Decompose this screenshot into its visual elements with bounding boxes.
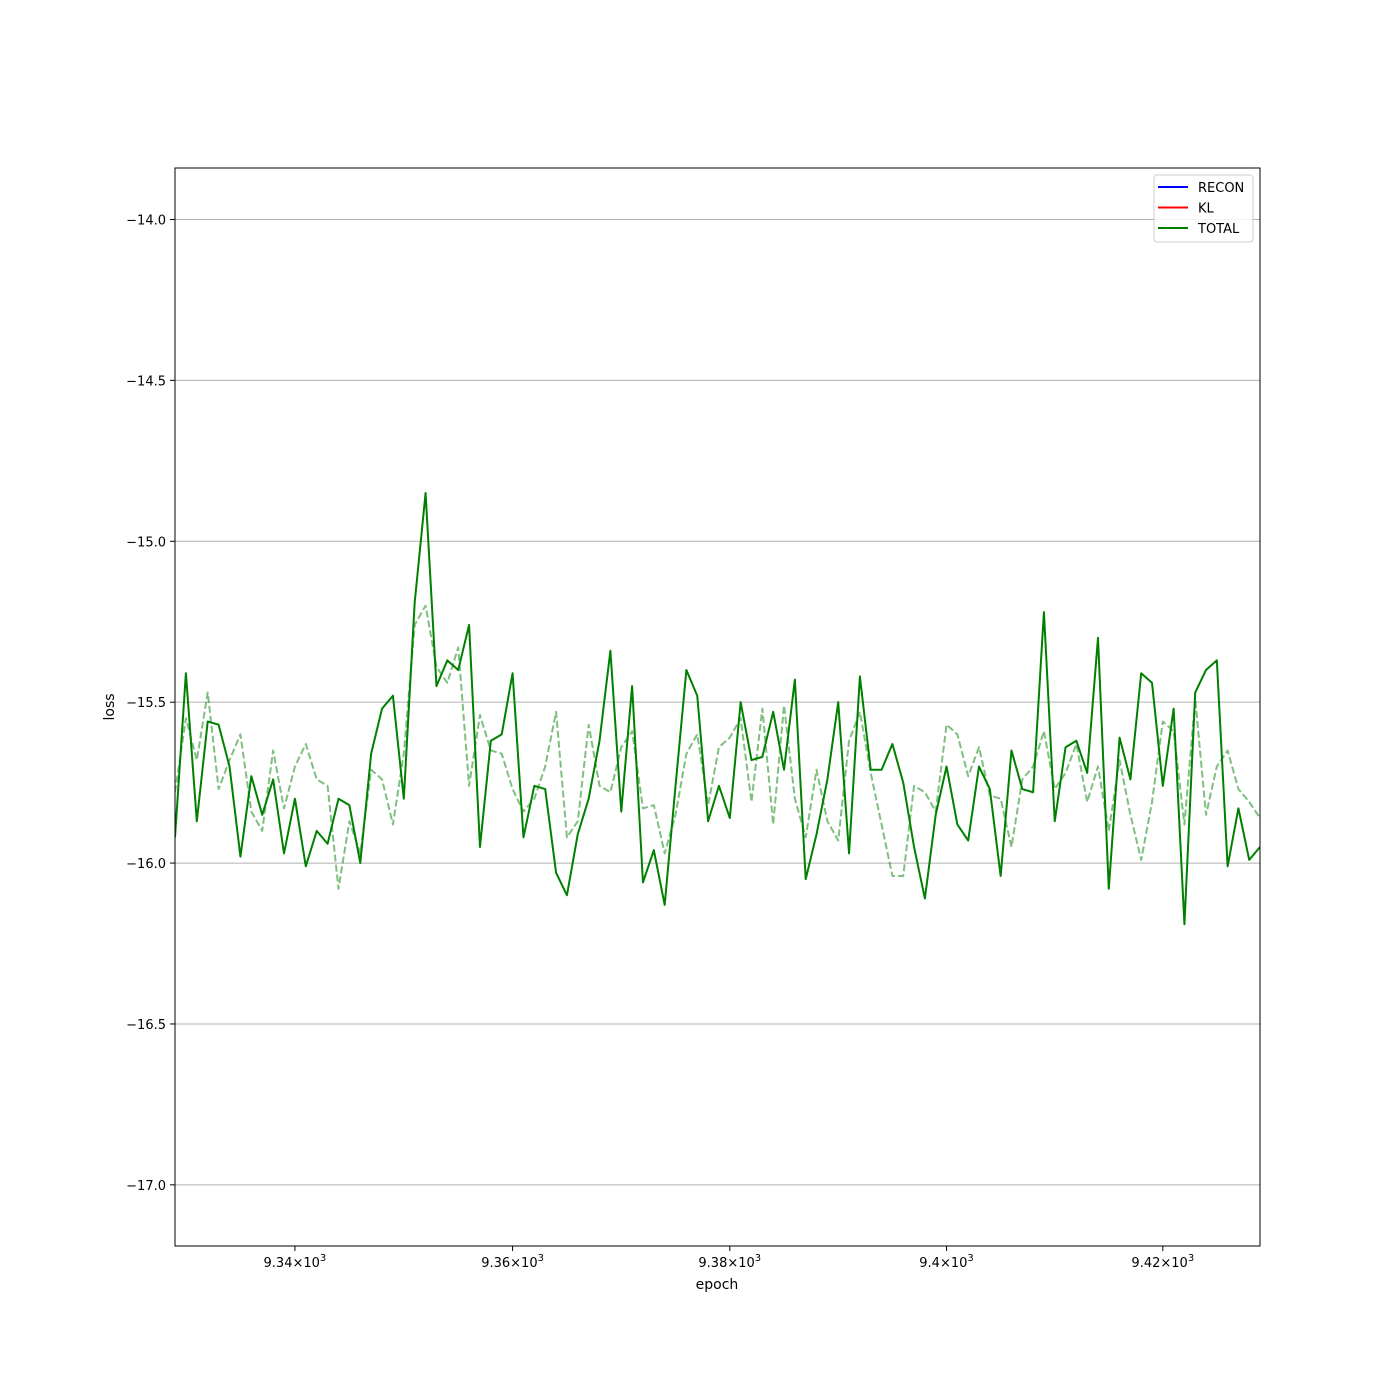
plot-frame (174, 167, 1261, 1247)
x-tick-times: × (1160, 1256, 1171, 1271)
x-tick-mantissa: 9.4 (919, 1256, 940, 1271)
x-tick-exponent: 3 (1188, 1253, 1194, 1264)
legend: RECON KL TOTAL (1153, 174, 1254, 243)
x-tick-base: 10 (303, 1256, 320, 1271)
x-axis-ticks: 9.34×103 9.36×103 9.38×103 9.4×103 9.42×103 (264, 1246, 1194, 1271)
legend-label-total: TOTAL (1197, 222, 1240, 237)
x-tick-base: 10 (521, 1256, 538, 1271)
total-loss-line (175, 492, 1260, 926)
x-tick-mantissa: 9.34 (264, 1256, 293, 1271)
x-tick-label: 9.36×103 (481, 1253, 544, 1271)
x-tick-times: × (292, 1256, 303, 1271)
y-axis-label: loss (102, 693, 118, 720)
x-tick-label: 9.42×103 (1131, 1253, 1194, 1271)
y-tick-label: −15.0 (126, 535, 166, 550)
x-tick-exponent: 3 (320, 1253, 326, 1264)
x-axis-label: epoch (696, 1277, 739, 1293)
x-tick-exponent: 3 (755, 1253, 761, 1264)
series-layer (175, 492, 1260, 926)
x-tick-base: 10 (738, 1256, 755, 1271)
x-tick-mantissa: 9.42 (1131, 1256, 1160, 1271)
x-tick-label: 9.4×103 (919, 1253, 974, 1271)
x-tick-mantissa: 9.36 (481, 1256, 510, 1271)
legend-label-kl: KL (1198, 202, 1215, 217)
y-tick-label: −14.0 (126, 213, 166, 228)
x-tick-label: 9.34×103 (264, 1253, 327, 1271)
y-tick-label: −16.0 (126, 857, 166, 872)
y-axis-ticks: −14.0 −14.5 −15.0 −15.5 −16.0 −16.5 −17.0 (126, 213, 175, 1194)
x-tick-label: 9.38×103 (698, 1253, 761, 1271)
y-tick-label: −16.5 (126, 1018, 166, 1033)
y-gridlines (175, 218, 1260, 1186)
y-tick-label: −17.0 (126, 1179, 166, 1194)
x-tick-times: × (727, 1256, 738, 1271)
x-tick-base: 10 (951, 1256, 968, 1271)
x-tick-mantissa: 9.38 (698, 1256, 727, 1271)
y-tick-label: −15.5 (126, 696, 166, 711)
x-tick-exponent: 3 (538, 1253, 544, 1264)
plot-area (175, 492, 1260, 926)
x-tick-times: × (510, 1256, 521, 1271)
legend-box (1153, 174, 1254, 243)
legend-label-recon: RECON (1198, 181, 1244, 196)
x-tick-base: 10 (1171, 1256, 1188, 1271)
y-tick-label: −14.5 (126, 374, 166, 389)
x-tick-exponent: 3 (967, 1253, 973, 1264)
x-tick-times: × (940, 1256, 951, 1271)
